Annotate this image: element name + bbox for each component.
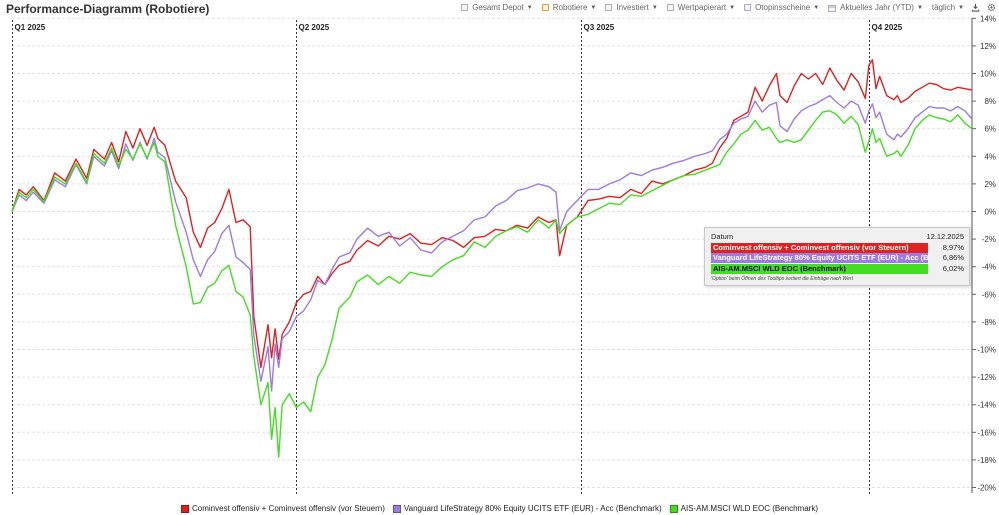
legend-item-vanguard[interactable]: Vanguard LifeStrategy 80% Equity UCITS E… bbox=[392, 504, 662, 513]
y-axis: -20% -18% -16% -14% -12% -10% -8% -6% -4% -2% 0% 2%… bbox=[971, 14, 996, 493]
square-icon bbox=[666, 4, 674, 11]
y-tick-label: -12% bbox=[977, 373, 996, 382]
tooltip-note: 'Option' beim Öffnen des Tooltips sortie… bbox=[711, 275, 853, 282]
filter-otopinsscheine[interactable]: Otopinsscheine ▼ bbox=[744, 3, 819, 12]
tooltip-row: Cominvest offensiv + Cominvest offensiv … bbox=[711, 242, 964, 253]
caret-down-icon: ▼ bbox=[590, 4, 597, 11]
y-tick-label: 8% bbox=[984, 97, 996, 106]
legend-label: Cominvest offensiv + Cominvest offensiv … bbox=[192, 504, 385, 513]
toolbar: Gesamt Depot ▼ Robotiere ▼ Investiert ▼ … bbox=[452, 3, 996, 12]
tooltip-series-value: 6,02% bbox=[942, 263, 964, 273]
filter-label: Investiert bbox=[616, 3, 649, 12]
filter-label: Gesamt Depot bbox=[472, 3, 524, 12]
square-icon bbox=[541, 4, 549, 11]
y-tick-label: -18% bbox=[977, 456, 996, 465]
legend-item-msci-world[interactable]: AIS-AM.MSCI WLD EOC (Benchmark) bbox=[669, 504, 818, 513]
caret-down-icon: ▼ bbox=[916, 4, 923, 11]
square-icon bbox=[461, 4, 469, 11]
tooltip-row: Vanguard LifeStrategy 80% Equity UCITS E… bbox=[711, 253, 964, 263]
caret-down-icon: ▼ bbox=[813, 4, 820, 11]
interval-select[interactable]: täglich ▼ bbox=[932, 3, 964, 12]
tooltip-date-label: Datum bbox=[711, 232, 734, 241]
y-tick-label: -4% bbox=[982, 263, 996, 272]
tooltip-date: 12.12.2025 bbox=[926, 232, 964, 241]
y-tick-label: -20% bbox=[977, 484, 996, 493]
caret-down-icon: ▼ bbox=[958, 4, 964, 11]
caret-down-icon: ▼ bbox=[526, 4, 533, 11]
period-label: Aktuelles Jahr (YTD) bbox=[840, 3, 914, 12]
y-tick-label: 4% bbox=[984, 152, 996, 161]
square-icon bbox=[744, 4, 752, 11]
y-tick-label: 2% bbox=[984, 180, 996, 189]
y-tick-label: 10% bbox=[980, 70, 996, 79]
period-select[interactable]: Aktuelles Jahr (YTD) ▼ bbox=[828, 3, 923, 12]
chart-legend: Cominvest offensiv + Cominvest offensiv … bbox=[0, 504, 999, 513]
quarter-label: Q1 2025 bbox=[15, 23, 46, 32]
legend-label: AIS-AM.MSCI WLD EOC (Benchmark) bbox=[680, 504, 818, 513]
filter-label: Wertpapierart bbox=[677, 3, 727, 12]
calendar-icon bbox=[828, 4, 837, 12]
legend-swatch bbox=[392, 504, 401, 513]
gear-icon[interactable] bbox=[987, 3, 996, 12]
series-line-1 bbox=[11, 94, 973, 392]
filter-label: Otopinsscheine bbox=[755, 3, 811, 12]
y-tick-label: -8% bbox=[982, 318, 996, 327]
grid bbox=[12, 17, 972, 488]
legend-swatch bbox=[669, 504, 678, 513]
caret-down-icon: ▼ bbox=[729, 4, 736, 11]
tooltip-series-value: 8,97% bbox=[942, 242, 964, 252]
tooltip-series-name: AIS-AM.MSCI WLD EOC (Benchmark) bbox=[711, 263, 929, 274]
series-lines bbox=[11, 59, 973, 458]
tooltip-row: AIS-AM.MSCI WLD EOC (Benchmark) 6,02% bbox=[711, 263, 964, 274]
page-title: Performance-Diagramm (Robotiere) bbox=[6, 2, 210, 16]
y-tick-label: -10% bbox=[977, 346, 996, 355]
filter-gesamt-depot[interactable]: Gesamt Depot ▼ bbox=[461, 3, 533, 12]
series-line-0 bbox=[11, 59, 973, 369]
filter-robotiere[interactable]: Robotiere ▼ bbox=[541, 3, 597, 12]
quarter-label: Q2 2025 bbox=[299, 23, 330, 32]
y-tick-label: 0% bbox=[984, 208, 996, 217]
chart-tooltip: Datum 12.12.2025 Cominvest offensiv + Co… bbox=[704, 227, 970, 286]
series-line-2 bbox=[11, 110, 973, 458]
filter-investiert[interactable]: Investiert ▼ bbox=[605, 3, 658, 12]
download-icon[interactable] bbox=[971, 3, 980, 12]
tooltip-series-value: 6,86% bbox=[942, 253, 964, 262]
y-tick-label: -2% bbox=[982, 235, 996, 244]
y-tick-label: -16% bbox=[977, 428, 996, 437]
y-tick-label: -6% bbox=[982, 290, 996, 299]
tooltip-series-name: Vanguard LifeStrategy 80% Equity UCITS E… bbox=[711, 253, 929, 263]
y-tick-label: -14% bbox=[977, 401, 996, 410]
quarter-label: Q4 2025 bbox=[872, 23, 903, 32]
legend-swatch bbox=[181, 504, 189, 513]
y-tick-label: 14% bbox=[980, 14, 996, 23]
y-tick-label: 6% bbox=[984, 125, 996, 134]
legend-label: Vanguard LifeStrategy 80% Equity UCITS E… bbox=[403, 504, 662, 513]
caret-down-icon: ▼ bbox=[651, 4, 658, 11]
tooltip-series-name: Cominvest offensiv + Cominvest offensiv … bbox=[711, 242, 929, 253]
quarter-label: Q3 2025 bbox=[584, 23, 615, 32]
square-icon bbox=[605, 4, 613, 11]
legend-item-cominvest[interactable]: Cominvest offensiv + Cominvest offensiv … bbox=[181, 504, 385, 513]
y-tick-label: 12% bbox=[980, 42, 996, 51]
filter-label: Robotiere bbox=[552, 3, 588, 12]
filter-wertpapierart[interactable]: Wertpapierart ▼ bbox=[666, 3, 736, 12]
interval-label: täglich bbox=[931, 3, 956, 12]
